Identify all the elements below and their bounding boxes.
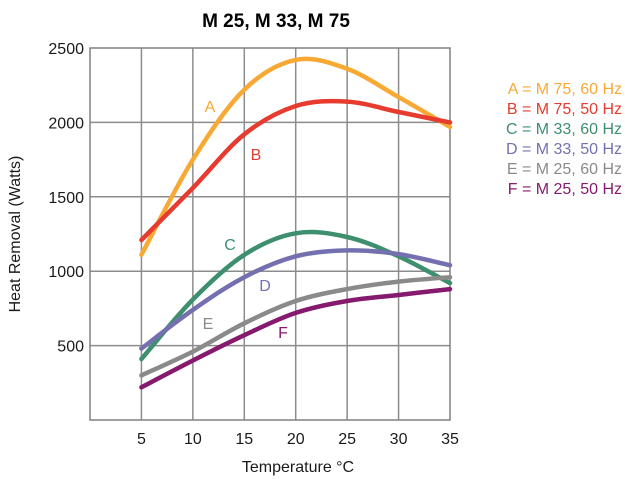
x-tick-label: 35 <box>441 431 459 448</box>
x-tick-label: 5 <box>137 431 146 448</box>
x-tick-label: 30 <box>390 431 408 448</box>
chart-title: M 25, M 33, M 75 <box>202 11 350 32</box>
x-tick-label: 20 <box>287 431 305 448</box>
curve-label-b: B <box>251 147 262 164</box>
series-line-d <box>139 248 453 351</box>
legend-entry: D = M 33, 50 Hz <box>506 141 622 158</box>
legend-entry: E = M 25, 60 Hz <box>507 161 622 178</box>
series-lines <box>139 56 453 390</box>
series-line-f <box>139 286 453 390</box>
y-tick-label: 2500 <box>48 41 84 58</box>
x-tick-label: 15 <box>235 431 253 448</box>
curve-label-d: D <box>259 278 271 295</box>
y-tick-label: 1000 <box>48 264 84 281</box>
series-line-b <box>139 98 453 243</box>
curve-label-f: F <box>278 325 288 342</box>
legend-entry: F = M 25, 50 Hz <box>508 181 622 198</box>
legend-entry: C = M 33, 60 Hz <box>506 121 622 138</box>
x-tick-labels: 5 10 15 20 25 30 35 <box>137 431 459 448</box>
plot-frame <box>89 47 451 421</box>
x-tick-label: 25 <box>338 431 356 448</box>
y-tick-label: 1500 <box>48 190 84 207</box>
x-axis-label: Temperature °C <box>242 459 354 476</box>
grid <box>90 48 450 420</box>
curve-label-e: E <box>203 316 214 333</box>
y-tick-label: 2000 <box>48 115 84 132</box>
y-tick-label: 500 <box>57 339 84 356</box>
legend-entry: A = M 75, 60 Hz <box>508 81 622 98</box>
legend-entry: B = M 75, 50 Hz <box>507 101 622 118</box>
legend: A = M 75, 60 Hz B = M 75, 50 Hz C = M 33, … <box>506 81 622 198</box>
series-line-e <box>139 274 453 378</box>
curve-labels: A B C D E F <box>203 99 288 342</box>
curve-label-a: A <box>205 99 216 116</box>
x-tick-label: 10 <box>184 431 202 448</box>
series-line-a <box>139 56 453 258</box>
y-axis-label: Heat Removal (Watts) <box>7 156 24 313</box>
y-tick-labels: 500 1000 1500 2000 2500 <box>48 41 84 356</box>
curve-label-c: C <box>224 237 236 254</box>
